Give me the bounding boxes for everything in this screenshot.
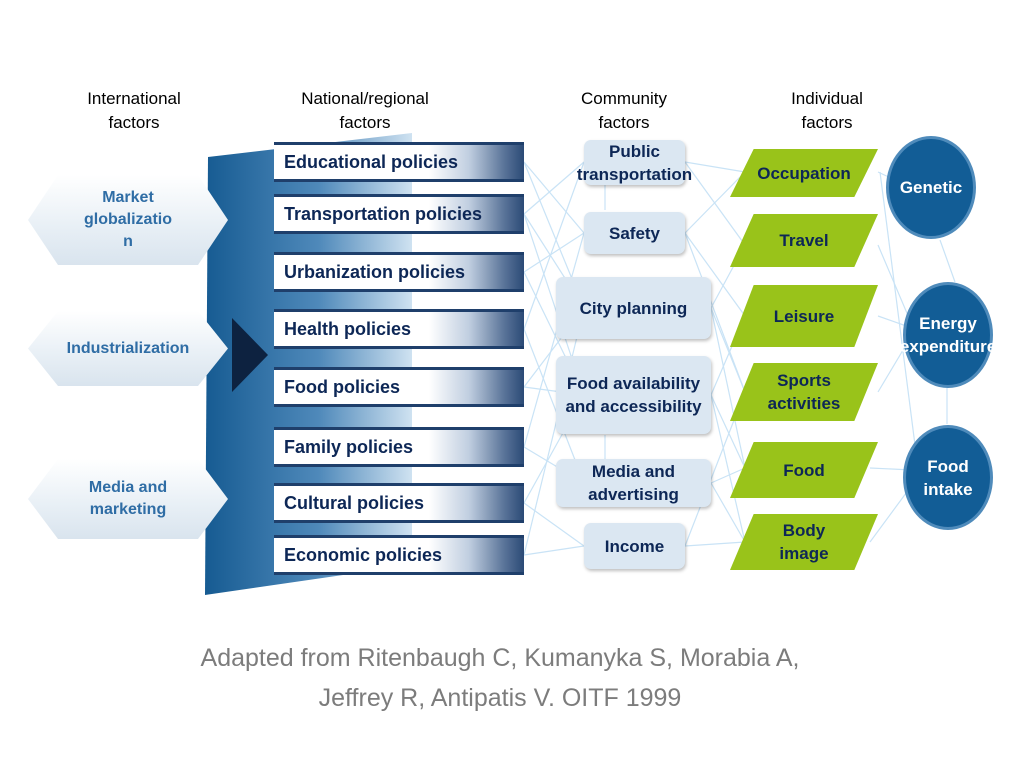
flow-arrowhead	[232, 318, 268, 392]
citation-line-1: Adapted from Ritenbaugh C, Kumanyka S, M…	[200, 644, 800, 672]
header-international: International factors	[87, 89, 181, 132]
policy-economic: Economic policies	[274, 535, 524, 575]
national-shape	[205, 133, 412, 595]
policy-transportation: Transportation policies	[274, 194, 524, 234]
community-city-planning: City planning	[556, 277, 711, 339]
community-income: Income	[584, 523, 685, 569]
header-community: Community factors	[581, 89, 667, 132]
community-safety: Safety	[584, 212, 685, 254]
individual-sports-activities: Sports activities	[730, 363, 878, 421]
outcome-energy-expenditure: Energy expenditure	[900, 282, 996, 388]
community-food-availability: Food availability and accessibility	[556, 356, 711, 434]
policy-health: Health policies	[274, 309, 524, 349]
policy-urbanization: Urbanization policies	[274, 252, 524, 292]
header-individual: Individual factors	[791, 89, 863, 132]
policy-food: Food policies	[274, 367, 524, 407]
policy-cultural: Cultural policies	[274, 483, 524, 523]
outcome-genetic: Genetic	[886, 136, 976, 239]
individual-body-image: Body image	[730, 514, 878, 570]
community-media-advertising: Media and advertising	[556, 459, 711, 507]
factor-media-marketing: Media and marketing	[28, 459, 228, 539]
individual-food: Food	[730, 442, 878, 498]
community-public-transportation: Public transportation	[576, 140, 693, 185]
policy-educational: Educational policies	[274, 142, 524, 182]
individual-travel: Travel	[730, 214, 878, 267]
outcome-food-intake: Food intake	[903, 425, 993, 530]
citation-line-2: Jeffrey R, Antipatis V. OITF 1999	[318, 684, 682, 712]
individual-leisure: Leisure	[730, 285, 878, 347]
factor-industrialization: Industrialization	[28, 311, 228, 386]
policy-family: Family policies	[274, 427, 524, 467]
header-national: National/regional factors	[301, 89, 429, 132]
factor-market-globalization: Market globalizatio n	[28, 175, 228, 265]
individual-occupation: Occupation	[730, 149, 878, 197]
